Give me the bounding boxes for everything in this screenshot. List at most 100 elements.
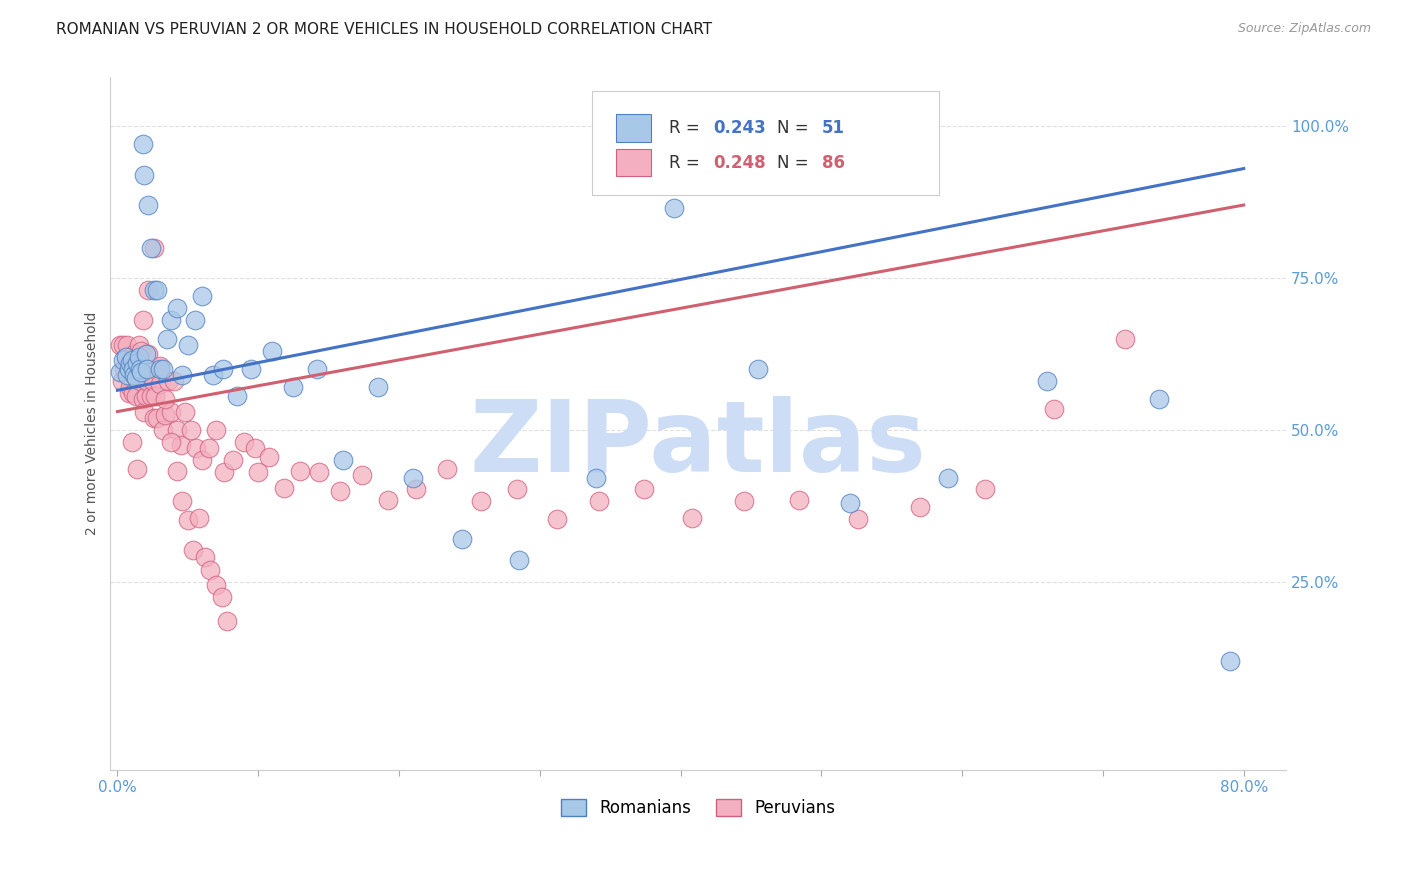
Point — [127, 462, 149, 476]
Point — [262, 343, 284, 358]
Point — [124, 347, 146, 361]
Point — [588, 494, 610, 508]
Point — [211, 590, 233, 604]
Point — [127, 356, 149, 370]
Point — [188, 511, 211, 525]
Point — [377, 492, 399, 507]
Text: R =: R = — [669, 153, 704, 171]
Point — [110, 365, 132, 379]
Point — [160, 313, 183, 327]
Point — [125, 371, 148, 385]
Point — [233, 434, 256, 449]
Point — [177, 337, 200, 351]
Point — [217, 614, 239, 628]
Point — [332, 453, 354, 467]
Point — [145, 389, 167, 403]
Point — [908, 500, 931, 514]
Point — [259, 450, 281, 464]
Point — [180, 423, 202, 437]
Point — [135, 347, 157, 361]
Point — [283, 380, 305, 394]
Point — [470, 494, 492, 508]
Point — [367, 380, 389, 394]
Point — [157, 374, 180, 388]
Point — [160, 404, 183, 418]
Text: R =: R = — [669, 119, 704, 137]
Point — [191, 289, 214, 303]
Point — [174, 404, 197, 418]
Point — [122, 362, 145, 376]
Point — [184, 313, 207, 327]
Point — [191, 453, 214, 467]
Point — [111, 374, 134, 388]
Point — [127, 359, 149, 373]
Point — [506, 483, 529, 497]
Point — [143, 283, 166, 297]
Point — [546, 512, 568, 526]
Point — [172, 494, 194, 508]
Point — [308, 466, 330, 480]
Text: N =: N = — [778, 153, 814, 171]
Point — [138, 198, 160, 212]
Point — [212, 362, 235, 376]
Point — [1114, 332, 1136, 346]
Point — [733, 494, 755, 508]
Text: Source: ZipAtlas.com: Source: ZipAtlas.com — [1237, 22, 1371, 36]
Point — [152, 362, 174, 376]
Point — [138, 347, 160, 361]
Point — [585, 471, 607, 485]
Text: ROMANIAN VS PERUVIAN 2 OR MORE VEHICLES IN HOUSEHOLD CORRELATION CHART: ROMANIAN VS PERUVIAN 2 OR MORE VEHICLES … — [56, 22, 713, 37]
Point — [136, 362, 159, 376]
Point — [183, 543, 205, 558]
Point — [143, 241, 166, 255]
FancyBboxPatch shape — [616, 149, 651, 177]
FancyBboxPatch shape — [616, 114, 651, 142]
Point — [846, 512, 869, 526]
Point — [247, 466, 270, 480]
Point — [141, 241, 163, 255]
Point — [973, 482, 995, 496]
Point — [121, 434, 143, 449]
Point — [155, 408, 177, 422]
Point — [787, 492, 810, 507]
Point — [290, 464, 312, 478]
Text: 0.248: 0.248 — [713, 153, 766, 171]
Point — [662, 201, 685, 215]
Point — [205, 578, 228, 592]
Point — [245, 441, 267, 455]
Point — [128, 350, 150, 364]
Point — [170, 438, 193, 452]
Point — [936, 471, 959, 485]
Point — [125, 389, 148, 403]
Point — [115, 350, 138, 364]
Point — [124, 368, 146, 383]
Point — [118, 386, 141, 401]
Point — [117, 337, 139, 351]
Point — [352, 468, 374, 483]
Point — [128, 337, 150, 351]
Point — [122, 386, 145, 401]
Y-axis label: 2 or more Vehicles in Household: 2 or more Vehicles in Household — [86, 312, 100, 535]
Point — [202, 368, 225, 383]
Point — [114, 362, 136, 376]
Point — [141, 389, 163, 403]
Point — [138, 283, 160, 297]
Point — [633, 482, 655, 496]
Point — [117, 368, 139, 383]
Point — [402, 471, 425, 485]
Point — [172, 368, 194, 383]
Point — [142, 374, 165, 388]
Legend: Romanians, Peruvians: Romanians, Peruvians — [554, 792, 842, 824]
Point — [177, 513, 200, 527]
Point — [1035, 374, 1057, 388]
Point — [121, 353, 143, 368]
Point — [307, 362, 329, 376]
Point — [134, 168, 156, 182]
Point — [146, 283, 169, 297]
Point — [186, 441, 208, 455]
Point — [838, 496, 860, 510]
Point — [112, 353, 135, 368]
Point — [139, 368, 162, 383]
Point — [205, 423, 228, 437]
Point — [132, 392, 155, 407]
